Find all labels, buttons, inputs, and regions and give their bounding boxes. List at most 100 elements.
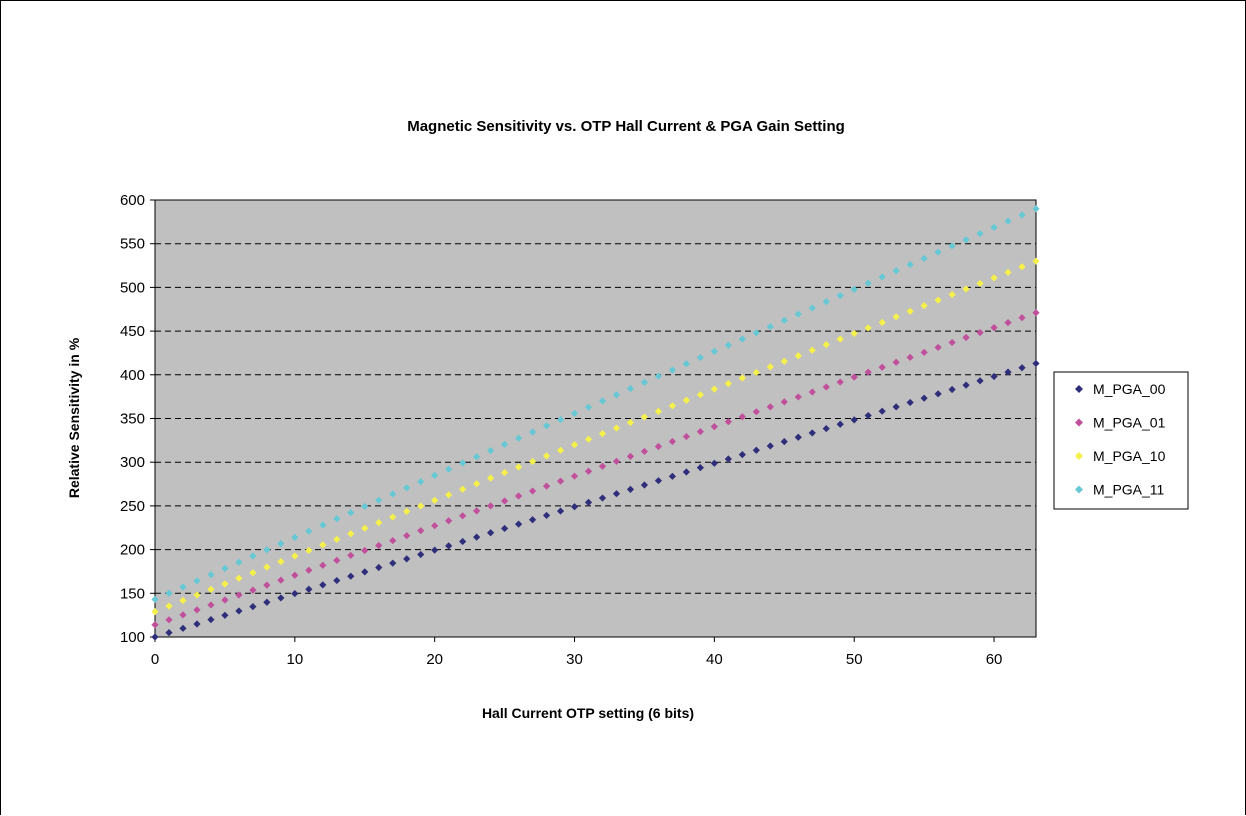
- data-point: [570, 441, 579, 449]
- data-point: [724, 341, 732, 349]
- data-point: [542, 452, 551, 460]
- data-point: [948, 385, 956, 394]
- data-point: [333, 576, 341, 585]
- data-point: [361, 546, 369, 555]
- data-point: [151, 608, 159, 616]
- data-point: [431, 546, 439, 554]
- data-point: [1018, 263, 1026, 271]
- data-point: [514, 520, 523, 528]
- data-point: [193, 591, 201, 599]
- data-point: [752, 408, 760, 416]
- data-point: [501, 524, 509, 533]
- data-point: [962, 285, 970, 293]
- data-point: [794, 352, 802, 360]
- data-point: [1004, 268, 1012, 276]
- data-point: [375, 541, 383, 550]
- data-point: [473, 453, 481, 461]
- data-point: [584, 467, 593, 475]
- data-point: [878, 273, 886, 281]
- data-point: [277, 557, 285, 566]
- data-point: [766, 403, 774, 411]
- data-point: [473, 507, 481, 515]
- y-tick-label: 400: [120, 367, 145, 384]
- data-point: [962, 333, 970, 342]
- data-point: [598, 397, 607, 405]
- data-point: [305, 566, 313, 574]
- data-point: [221, 611, 229, 619]
- legend-label: M_PGA_11: [1093, 482, 1165, 498]
- data-point: [333, 515, 341, 523]
- data-point: [333, 535, 341, 543]
- data-point: [445, 542, 453, 550]
- data-point: [584, 403, 593, 411]
- legend: M_PGA_00 M_PGA_01 M_PGA_10 M_PGA_11: [1053, 371, 1189, 510]
- data-point: [207, 585, 215, 594]
- legend-item: M_PGA_11: [1075, 482, 1165, 498]
- data-point: [892, 267, 900, 275]
- data-point: [808, 346, 816, 354]
- data-point: [459, 485, 467, 493]
- data-point: [459, 512, 467, 520]
- data-point: [654, 477, 663, 485]
- data-point: [864, 411, 872, 420]
- data-point: [836, 335, 844, 343]
- data-point: [556, 507, 565, 515]
- data-point: [556, 446, 565, 454]
- data-point: [528, 516, 537, 524]
- data-point: [179, 596, 187, 605]
- data-point: [612, 424, 621, 432]
- data-point: [780, 316, 788, 324]
- data-point: [640, 481, 649, 489]
- data-point: [305, 585, 313, 593]
- data-point: [417, 550, 425, 559]
- data-point: [319, 541, 327, 549]
- data-point: [347, 572, 355, 580]
- data-point: [263, 598, 271, 606]
- data-point: [878, 363, 886, 371]
- data-point: [431, 471, 439, 479]
- y-axis-ticks: 100 150 200 250 300 350 400 450 500 550 600: [120, 192, 155, 646]
- data-point: [417, 477, 425, 486]
- data-point: [892, 358, 900, 366]
- data-point: [389, 536, 397, 545]
- legend-box: [1053, 371, 1189, 510]
- data-point: [906, 307, 914, 315]
- data-point: [445, 465, 453, 473]
- data-point: [766, 363, 774, 371]
- data-point: [682, 432, 690, 441]
- data-point: [361, 502, 369, 510]
- data-point: [738, 413, 746, 421]
- data-point: [920, 302, 928, 310]
- chart-title: Magnetic Sensitivity vs. OTP Hall Curren…: [407, 118, 845, 135]
- data-point: [934, 390, 942, 398]
- data-point: [403, 484, 411, 492]
- data-point: [514, 434, 523, 442]
- data-point: [207, 601, 215, 609]
- data-point: [920, 254, 928, 262]
- y-tick-label: 200: [120, 542, 145, 559]
- data-point: [920, 348, 928, 356]
- data-point: [808, 304, 816, 312]
- y-tick-label: 100: [120, 629, 145, 646]
- data-point: [1018, 211, 1026, 219]
- series-M_PGA_01: [151, 309, 1040, 629]
- data-point: [682, 360, 690, 368]
- data-point: [710, 423, 718, 431]
- data-point: [668, 366, 677, 374]
- data-point: [752, 446, 760, 454]
- data-point: [165, 602, 173, 610]
- data-point: [962, 236, 970, 244]
- data-point: [612, 490, 621, 498]
- data-point: [808, 429, 816, 437]
- data-point: [165, 589, 173, 597]
- data-point: [277, 594, 285, 602]
- data-point: [948, 290, 956, 299]
- data-point: [836, 378, 844, 386]
- data-point: [361, 524, 369, 532]
- data-point: [584, 498, 593, 506]
- data-point: [1018, 314, 1026, 322]
- data-point: [501, 497, 509, 505]
- data-point: [542, 511, 551, 520]
- legend-item: M_PGA_10: [1075, 448, 1166, 464]
